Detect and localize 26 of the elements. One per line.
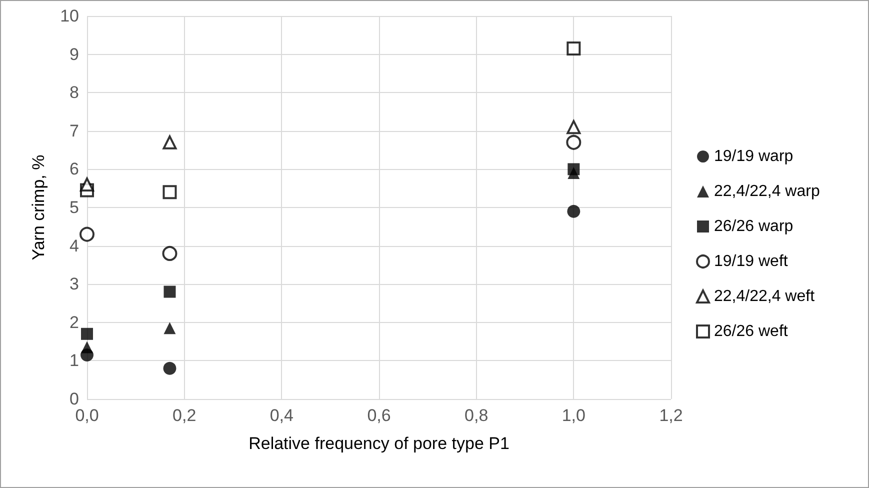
y-tick-label: 0 — [70, 390, 79, 408]
legend-label: 26/26 warp — [714, 218, 794, 235]
y-tick-label: 4 — [70, 236, 79, 256]
y-tick-label: 10 — [60, 6, 79, 26]
x-tick-label: 0,8 — [464, 406, 488, 425]
y-tick-label: 8 — [70, 83, 79, 102]
legend-label: 26/26 weft — [714, 323, 788, 340]
x-axis-title: Relative frequency of pore type P1 — [248, 434, 510, 453]
legend-label: 19/19 warp — [714, 148, 794, 165]
legend-label: 22,4/22,4 weft — [714, 288, 816, 305]
y-tick-label: 6 — [70, 160, 79, 179]
y-tick-label: 1 — [70, 351, 79, 370]
x-tick-label: 0,4 — [270, 406, 294, 425]
y-tick-label: 7 — [70, 121, 79, 140]
y-tick-label: 9 — [70, 44, 79, 64]
legend-label: 22,4/22,4 warp — [714, 183, 820, 200]
y-tick-label: 5 — [70, 198, 79, 217]
x-tick-label: 0,2 — [172, 406, 196, 425]
x-tick-label: 1,2 — [659, 406, 683, 425]
x-tick-label: 1,0 — [562, 406, 586, 425]
x-tick-label: 0,0 — [75, 406, 99, 425]
y-tick-label: 3 — [70, 274, 79, 294]
y-axis-title: Yarn crimp, % — [29, 154, 48, 260]
x-tick-label: 0,6 — [367, 406, 391, 425]
legend-label: 19/19 weft — [714, 253, 788, 270]
y-tick-label: 2 — [70, 312, 79, 332]
